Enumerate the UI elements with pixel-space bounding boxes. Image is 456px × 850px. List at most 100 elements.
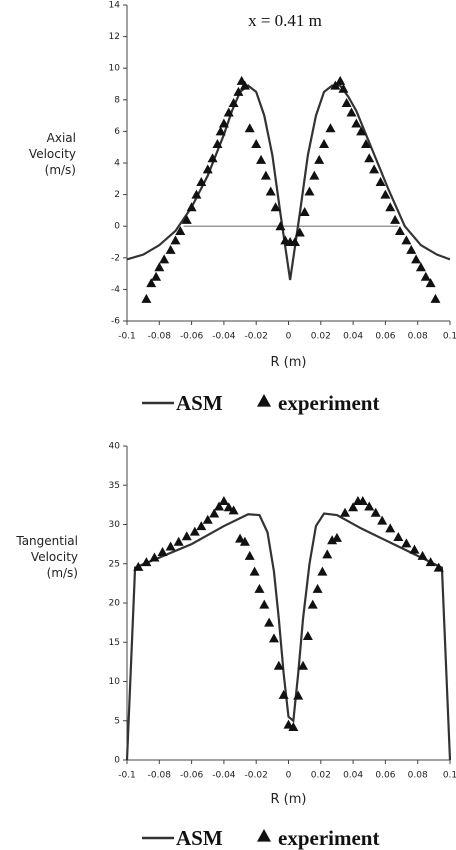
experiment-point bbox=[244, 123, 255, 133]
x-tick-label: -0.06 bbox=[180, 332, 204, 342]
experiment-point bbox=[202, 164, 213, 174]
x-tick-label: 0.02 bbox=[311, 332, 331, 342]
y-tick-label: 14 bbox=[109, 1, 121, 11]
experiment-point bbox=[270, 202, 281, 212]
experiment-point bbox=[186, 202, 197, 212]
x-tick-label: 0.06 bbox=[375, 771, 395, 781]
x-tick-label: -0.02 bbox=[245, 332, 268, 342]
x-tick-label: -0.06 bbox=[180, 771, 204, 781]
asm-line bbox=[125, 512, 452, 761]
y-axis-label: Velocity bbox=[31, 550, 78, 564]
experiment-point bbox=[304, 186, 315, 196]
experiment-point bbox=[218, 118, 229, 128]
experiment-point bbox=[298, 660, 309, 670]
experiment-point bbox=[307, 599, 318, 609]
experiment-point bbox=[165, 541, 176, 551]
experiment-point bbox=[380, 189, 391, 199]
legend-label: ASM bbox=[176, 391, 223, 415]
y-tick-label: 40 bbox=[109, 442, 121, 452]
experiment-point bbox=[223, 107, 234, 117]
experiment-point bbox=[409, 544, 420, 554]
legend-label: experiment bbox=[278, 826, 379, 850]
experiment-point bbox=[273, 660, 284, 670]
experiment-point bbox=[214, 501, 225, 511]
y-tick-label: 2 bbox=[114, 190, 120, 200]
x-tick-label: -0.04 bbox=[212, 332, 236, 342]
x-tick-label: 0.02 bbox=[311, 771, 331, 781]
experiment-point bbox=[406, 244, 417, 254]
y-tick-label: 10 bbox=[109, 677, 121, 687]
experiment-point bbox=[157, 546, 168, 556]
y-tick-label: 0 bbox=[114, 222, 120, 232]
experiment-point bbox=[259, 599, 270, 609]
experiment-point bbox=[235, 533, 246, 543]
experiment-point bbox=[430, 293, 441, 303]
x-tick-label: 0.04 bbox=[343, 771, 363, 781]
x-tick-label: -0.1 bbox=[118, 332, 136, 342]
experiment-point bbox=[212, 139, 223, 149]
y-tick-label: 12 bbox=[109, 32, 120, 42]
experiment-point bbox=[260, 170, 271, 180]
experiment-point bbox=[159, 254, 170, 264]
experiment-point bbox=[191, 189, 202, 199]
experiment-point bbox=[390, 214, 401, 224]
experiment-point bbox=[223, 502, 234, 512]
experiment-point bbox=[146, 278, 157, 288]
experiment-point bbox=[275, 221, 286, 231]
experiment-point bbox=[312, 583, 323, 593]
experiment-point bbox=[425, 557, 436, 567]
experiment-point bbox=[364, 153, 375, 163]
y-tick-label: 5 bbox=[114, 716, 120, 726]
experiment-point bbox=[151, 271, 162, 281]
y-tick-label: 4 bbox=[114, 159, 120, 169]
y-axis-label: (m/s) bbox=[45, 163, 76, 177]
experiment-point bbox=[251, 139, 262, 149]
x-tick-label: 0 bbox=[286, 771, 292, 781]
experiment-point bbox=[239, 80, 250, 90]
experiment-point bbox=[268, 633, 279, 643]
experiment-point bbox=[393, 532, 404, 542]
experiment-point bbox=[356, 126, 367, 136]
experiment-point bbox=[289, 237, 300, 246]
experiment-point bbox=[319, 139, 330, 149]
experiment-point bbox=[417, 550, 428, 560]
experiment-point bbox=[209, 508, 220, 518]
experiment-point bbox=[207, 153, 218, 163]
x-tick-label: -0.04 bbox=[212, 771, 236, 781]
y-tick-label: 8 bbox=[114, 95, 120, 105]
y-tick-label: -4 bbox=[111, 285, 120, 295]
experiment-point bbox=[369, 164, 380, 174]
y-tick-label: 30 bbox=[109, 520, 121, 530]
experiment-point bbox=[348, 502, 359, 512]
experiment-point bbox=[239, 536, 250, 546]
experiment-point bbox=[375, 176, 386, 186]
experiment-point bbox=[385, 202, 396, 212]
experiment-point bbox=[141, 293, 152, 303]
y-tick-label: 35 bbox=[109, 481, 120, 491]
experiment-point bbox=[244, 550, 255, 560]
experiment-point bbox=[346, 107, 357, 117]
experiment-point bbox=[175, 225, 186, 235]
experiment-point bbox=[370, 507, 381, 517]
experiment-point bbox=[331, 532, 342, 542]
experiment-point bbox=[325, 123, 336, 133]
experiment-point bbox=[425, 278, 436, 288]
experiment-point bbox=[133, 561, 144, 571]
experiment-point bbox=[317, 566, 328, 576]
experiment-point bbox=[357, 495, 368, 505]
experiment-point bbox=[181, 531, 192, 541]
experiment-point bbox=[411, 254, 422, 264]
experiment-point bbox=[256, 154, 267, 164]
experiment-point bbox=[189, 526, 200, 536]
experiment-point bbox=[314, 154, 325, 164]
y-tick-label: 6 bbox=[114, 127, 120, 137]
experiment-point bbox=[278, 689, 289, 699]
experiment-point bbox=[215, 126, 226, 136]
experiment-point bbox=[401, 538, 412, 548]
y-axis-label: Velocity bbox=[29, 147, 76, 161]
experiment-point bbox=[299, 206, 310, 216]
experiment-point bbox=[394, 225, 405, 235]
legend-label: ASM bbox=[176, 826, 223, 850]
experiment-point bbox=[196, 176, 207, 186]
experiment-point bbox=[309, 170, 320, 180]
